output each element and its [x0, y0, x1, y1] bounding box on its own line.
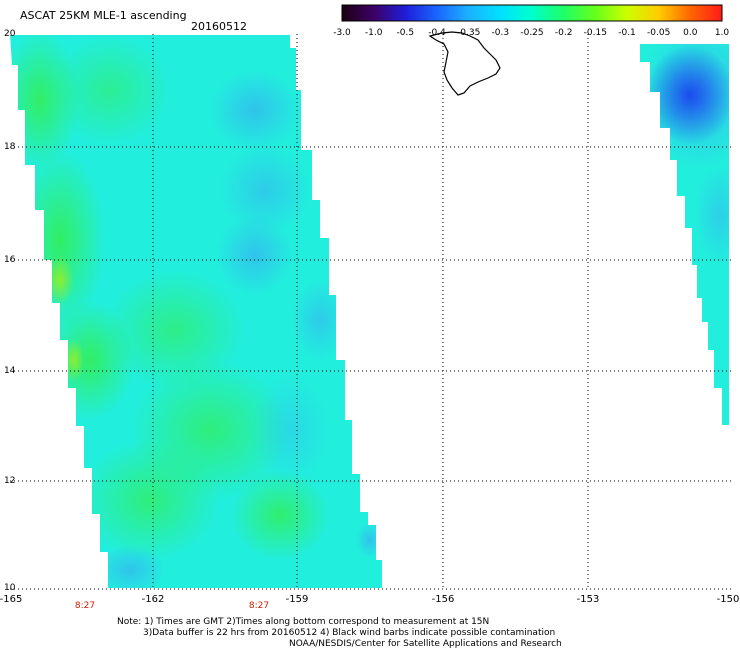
- lon-label-156: -156: [431, 594, 455, 605]
- colorbar-tick-label: 1.0: [714, 28, 730, 38]
- colorbar-tick-label: -1.0: [364, 28, 383, 38]
- lat-label-10: 10: [4, 583, 16, 593]
- map-title: ASCAT 25KM MLE-1 ascending: [20, 9, 187, 22]
- colorbar-tick-label: -0.25: [520, 28, 544, 38]
- colorbar-tick-label: -0.4: [428, 28, 446, 38]
- hawaii-island-coastline: [428, 31, 501, 96]
- colorbar-tick-label: -0.2: [554, 28, 573, 38]
- map-date: 20160512: [191, 20, 247, 33]
- note-line-2: 3)Data buffer is 22 hrs from 20160512 4)…: [143, 628, 556, 638]
- lat-label-18: 18: [4, 142, 16, 152]
- lon-label-162: -162: [141, 594, 165, 605]
- colorbar-tick-label: -0.1: [618, 28, 636, 38]
- scatterometer-swath-east: [640, 44, 729, 425]
- lat-label-14: 14: [4, 366, 16, 376]
- colorbar-tick-label: 0.0: [683, 28, 698, 38]
- grid-lines: [10, 34, 734, 590]
- lon-label-159: -159: [285, 594, 309, 605]
- colorbar-tick-label: -0.3: [491, 28, 510, 38]
- colorbar-tick-label: -0.5: [396, 28, 415, 38]
- scatterometer-swath-west: [10, 35, 382, 588]
- lat-label-16: 16: [4, 255, 16, 265]
- lon-label-165: -165: [0, 594, 23, 605]
- time-label-2: 8:27: [248, 601, 270, 611]
- note-line-3: NOAA/NESDIS/Center for Satellite Applica…: [289, 639, 562, 649]
- colorbar-gradient: [341, 4, 723, 22]
- lon-label-150: -150: [716, 594, 740, 605]
- lat-label-20: 20: [4, 29, 16, 39]
- colorbar-tick-label: -3.0: [333, 28, 351, 38]
- colorbar: [341, 4, 723, 22]
- colorbar-tick-label: -0.05: [647, 28, 671, 38]
- time-label-1: 8:27: [74, 601, 96, 611]
- lon-label-153: -153: [576, 594, 600, 605]
- lat-label-12: 12: [4, 476, 16, 486]
- note-line-1: Note: 1) Times are GMT 2)Times along bot…: [117, 617, 490, 627]
- colorbar-tick-label: -0.35: [457, 28, 481, 38]
- colorbar-tick-label: -0.15: [583, 28, 607, 38]
